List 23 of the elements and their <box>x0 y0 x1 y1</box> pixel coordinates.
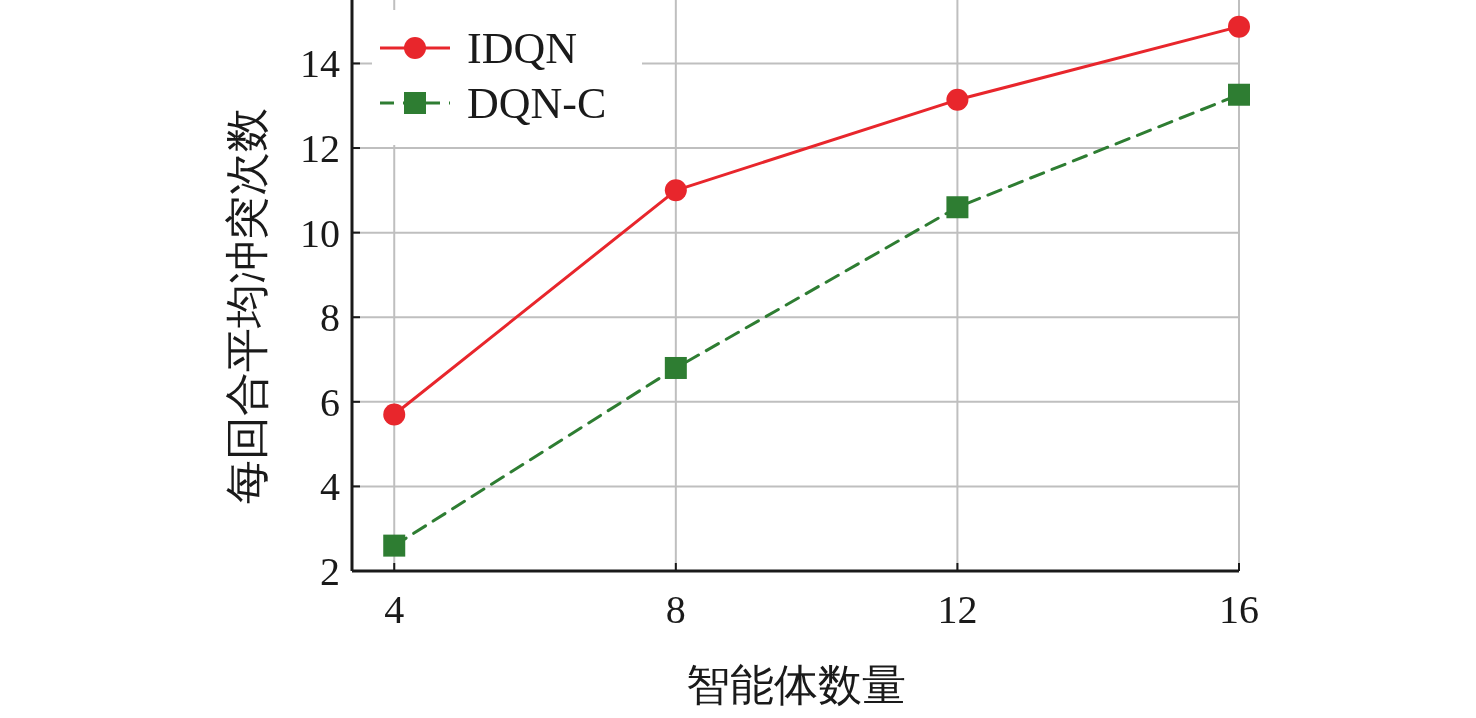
y-tick-label: 10 <box>300 210 340 256</box>
y-axis-title: 每回合平均冲突次数 <box>223 107 272 504</box>
y-tick-label: 8 <box>320 295 340 341</box>
legend-label: IDQN <box>467 24 577 73</box>
y-tick-label: 6 <box>320 379 340 425</box>
point <box>383 534 406 557</box>
point <box>1228 15 1250 38</box>
point <box>664 179 687 202</box>
point <box>383 403 406 426</box>
x-tick-label: 12 <box>937 587 978 632</box>
x-tick-label: 4 <box>384 587 405 632</box>
y-tick-label: 12 <box>300 126 340 172</box>
y-tick-label: 4 <box>320 464 340 510</box>
x-axis-title: 智能体数量 <box>685 661 906 710</box>
point <box>1228 83 1250 106</box>
y-tick-label: 14 <box>300 41 340 87</box>
legend-label: DQN-C <box>467 79 607 128</box>
x-tick-label: 16 <box>1219 587 1259 632</box>
point <box>946 196 969 219</box>
point <box>664 356 687 379</box>
point <box>946 88 969 111</box>
x-tick-label: 8 <box>665 587 686 632</box>
y-tick-label: 2 <box>320 549 340 594</box>
